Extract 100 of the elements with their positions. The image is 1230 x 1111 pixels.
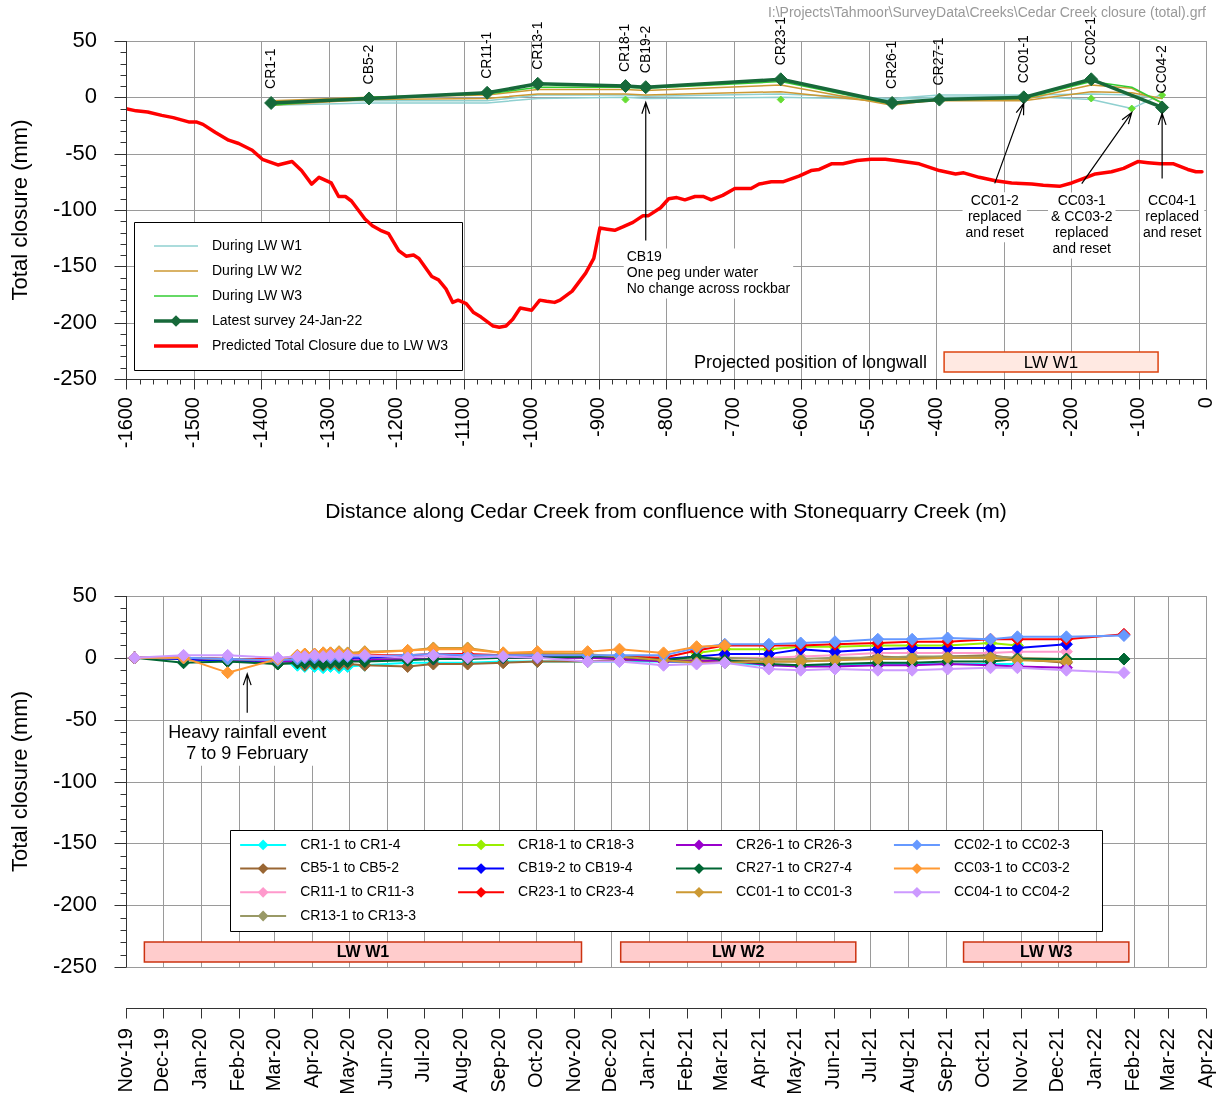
legend-label: CC03-1 to CC03-2 (953, 859, 1071, 876)
x-tick-label: 0 (1193, 397, 1216, 409)
x-tick-label: Aug-20 (449, 1028, 472, 1093)
x-tick-label: May-20 (336, 1028, 359, 1095)
x-tick-label: -1000 (518, 397, 541, 449)
x-tick-label: -1300 (316, 397, 339, 449)
x-tick-label: Dec-21 (1045, 1028, 1068, 1093)
y-axis-title: Total closure (mm) (7, 691, 33, 872)
x-tick-label: Nov-21 (1008, 1028, 1031, 1093)
y-tick-label: -100 (52, 196, 97, 222)
x-tick-label: Aug-21 (895, 1028, 918, 1093)
y-tick-label: -50 (65, 139, 97, 165)
annotation: CB19-2 (636, 25, 653, 74)
legend-label: CC01-1 to CC01-3 (736, 883, 853, 900)
annotation: CR1-1 (261, 48, 278, 89)
band-label: LW W2 (712, 943, 765, 961)
legend-label: Latest survey 24-Jan-22 (212, 311, 363, 328)
x-tick-label: -700 (721, 397, 744, 438)
annotation: Heavy rainfall event 7 to 9 February (168, 722, 327, 764)
legend-label: CB5-1 to CB5-2 (300, 859, 400, 876)
legend-label: CR1-1 to CR1-4 (300, 835, 401, 852)
legend-label: CR13-1 to CR13-3 (300, 906, 417, 923)
x-tick-label: Jun-21 (821, 1028, 844, 1090)
x-tick-label: May-21 (783, 1028, 806, 1095)
band-label: LW W1 (336, 943, 390, 961)
x-tick-label: Jul-20 (411, 1028, 434, 1083)
x-tick-label: Sep-21 (933, 1028, 956, 1093)
annotation: CR11-1 (477, 31, 494, 79)
legend-label: CR11-1 to CR11-3 (300, 883, 415, 900)
y-tick-label: -200 (52, 308, 97, 334)
annotation: CR13-1 (528, 21, 545, 70)
y-tick-label: -150 (52, 829, 97, 855)
y-tick-label: -100 (52, 767, 97, 793)
legend-label: Predicted Total Closure due to LW W3 (212, 336, 449, 353)
x-tick-label: Mar-20 (261, 1028, 284, 1092)
legend-label: CC04-1 to CC04-2 (953, 883, 1071, 900)
y-tick-label: 50 (72, 27, 97, 53)
x-tick-label: Oct-20 (523, 1028, 546, 1089)
x-tick-label: Jun-20 (374, 1028, 397, 1090)
x-tick-label: -300 (991, 397, 1014, 438)
legend-label: CR26-1 to CR26-3 (736, 835, 853, 852)
x-tick-label: Jan-20 (188, 1028, 211, 1090)
x-tick-label: Dec-19 (150, 1028, 173, 1093)
band-label: LW W1 (1023, 352, 1079, 372)
y-axis-title: Total closure (mm) (7, 119, 33, 301)
annotation: CC04-2 (1152, 45, 1169, 94)
x-tick-label: -600 (788, 397, 811, 438)
x-tick-label: Nov-19 (113, 1028, 136, 1093)
x-tick-label: Apr-22 (1193, 1028, 1216, 1089)
annotation: CC01-2 replaced and reset (965, 192, 1025, 241)
x-tick-label: -1200 (383, 397, 406, 449)
x-tick-label: Feb-21 (674, 1028, 697, 1092)
annotation: CR27-1 (930, 37, 947, 86)
annotation: CC04-1 replaced and reset (1142, 192, 1202, 241)
x-tick-label: Apr-21 (746, 1028, 769, 1089)
x-tick-label: -200 (1058, 397, 1081, 438)
band-label: LW W3 (1019, 943, 1073, 961)
x-tick-label: -100 (1126, 397, 1149, 438)
annotation: CC03-1 & CC03-2 replaced and reset (1051, 192, 1113, 257)
x-tick-label: Mar-21 (708, 1028, 731, 1092)
x-tick-label: -1500 (181, 397, 204, 449)
x-tick-label: Feb-22 (1121, 1028, 1144, 1092)
y-tick-label: -150 (52, 252, 97, 278)
x-tick-label: -800 (653, 397, 676, 438)
legend-label: During LW W1 (212, 236, 303, 253)
x-tick-label: Dec-20 (598, 1028, 621, 1093)
annotation: CR26-1 (882, 40, 899, 89)
x-tick-label: Oct-21 (970, 1028, 993, 1089)
legend-label: During LW W3 (212, 286, 303, 303)
legend-label: CC02-1 to CC02-3 (953, 835, 1071, 852)
annotation: CC02-1 (1082, 16, 1099, 66)
x-tick-label: Mar-22 (1155, 1028, 1178, 1092)
annotation: CB5-2 (359, 44, 376, 85)
x-tick-label: Nov-20 (561, 1028, 584, 1093)
annotation: CB19 One peg under water No change across rockbar (626, 248, 791, 297)
x-tick-label: Jan-22 (1083, 1028, 1106, 1090)
y-tick-label: -200 (52, 891, 97, 917)
y-tick-label: -50 (65, 705, 97, 731)
x-tick-label: -900 (586, 397, 609, 438)
x-tick-label: Sep-20 (486, 1028, 509, 1093)
y-tick-label: 0 (84, 643, 97, 669)
annotation: Projected position of longwall (693, 351, 928, 372)
x-tick-label: Jan-21 (636, 1028, 659, 1090)
x-tick-label: -400 (923, 397, 946, 438)
x-tick-label: Jul-21 (858, 1028, 881, 1083)
x-tick-label: -500 (856, 397, 879, 438)
x-tick-label: -1100 (451, 397, 474, 447)
legend-label: During LW W2 (212, 261, 303, 278)
y-tick-label: -250 (52, 953, 97, 979)
legend-label: CR18-1 to CR18-3 (518, 835, 635, 852)
y-tick-label: -250 (52, 365, 97, 391)
annotation: CC01-1 (1014, 34, 1031, 84)
legend-label: CB19-2 to CB19-4 (518, 859, 633, 876)
x-tick-label: Feb-20 (226, 1028, 249, 1092)
legend-label: CR27-1 to CR27-4 (736, 859, 853, 876)
y-tick-label: 0 (84, 83, 97, 109)
x-tick-label: -1600 (113, 397, 136, 449)
x-tick-label: Apr-20 (299, 1028, 322, 1089)
annotation: CR18-1 (616, 23, 633, 73)
x-tick-label: -1400 (248, 397, 271, 449)
